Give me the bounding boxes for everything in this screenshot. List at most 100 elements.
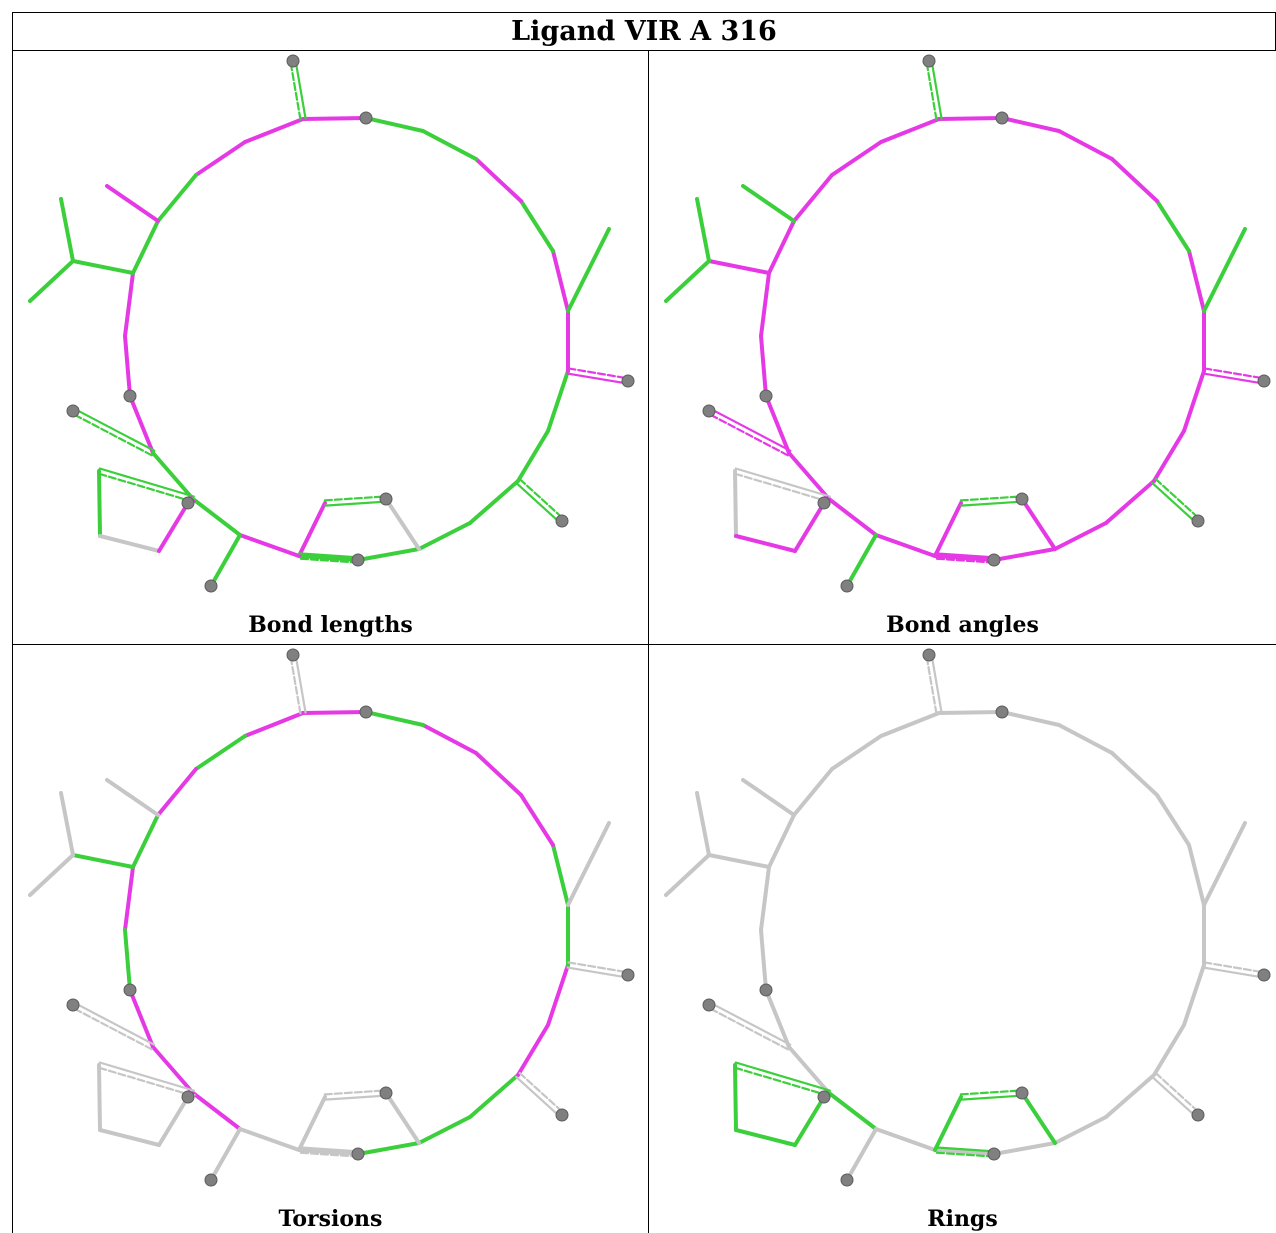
atom-sphere-b6 <box>621 968 635 982</box>
panel-bond-angles: Bond angles <box>649 51 1276 644</box>
atom-sphere-b1 <box>922 648 936 662</box>
atom-sphere-d2 <box>379 492 393 506</box>
atom-sphere-a7 <box>759 389 773 403</box>
bond-a11-a12 <box>933 554 996 562</box>
bond-a6-a7 <box>123 928 132 992</box>
bond-a18-a19 <box>1187 843 1206 907</box>
bond-c1-c2 <box>97 1063 102 1132</box>
bond-a2-a3 <box>194 734 247 771</box>
atom-sphere-b1 <box>922 54 936 68</box>
bond-c1-c2 <box>733 469 738 538</box>
bond-b3-b4 <box>695 791 711 857</box>
bond-a14-a15 <box>468 1073 520 1119</box>
bond-d3-d4 <box>297 552 360 564</box>
bond-a21-a22 <box>1057 723 1114 755</box>
bond-a10-a11 <box>874 533 937 558</box>
bond-lengths-caption: Bond lengths <box>248 612 413 638</box>
bond-b3-b4 <box>59 197 75 263</box>
title-row-divider <box>12 50 1276 51</box>
bond-a18-a19 <box>551 843 570 907</box>
bond-a1-a2 <box>879 117 941 144</box>
bond-a16-a17 <box>1182 963 1206 1027</box>
bond-a7-a8 <box>128 988 155 1049</box>
bond-a21-a22 <box>1057 129 1114 161</box>
bond-a8-a9 <box>787 451 831 501</box>
atom-sphere-b10 <box>702 404 716 418</box>
bond-angles-diagram <box>664 54 1271 593</box>
middle-row-divider <box>12 644 1276 645</box>
atom-sphere-b6 <box>1257 968 1271 982</box>
atom-sphere-d3 <box>987 553 1001 567</box>
bond-a23-a1 <box>301 710 368 715</box>
bond-a15-a16 <box>516 1023 550 1077</box>
bond-a3-a4 <box>156 767 198 817</box>
bond-c3-c4 <box>793 501 826 553</box>
bond-d2-a13 <box>384 497 421 551</box>
bond-a4-b2 <box>741 778 796 817</box>
atom-sphere-b10 <box>66 998 80 1012</box>
bond-a15-b8 <box>1151 477 1201 525</box>
bond-a8-b10 <box>70 407 156 457</box>
bond-a8-b10 <box>70 1001 156 1051</box>
bond-a12-a13 <box>992 1141 1057 1156</box>
bond-a14-a15 <box>1104 1073 1156 1119</box>
bond-a9-a10 <box>827 497 878 537</box>
bond-c2-c3 <box>734 534 797 553</box>
rings-caption: Rings <box>927 1206 998 1232</box>
bond-a20-a21 <box>1110 157 1159 203</box>
torsions-caption: Torsions <box>278 1206 383 1232</box>
bond-a22-a23 <box>364 710 425 727</box>
bond-a15-a16 <box>516 429 550 483</box>
bond-d2-a13 <box>1020 497 1057 551</box>
bond-a23-a1 <box>937 710 1004 715</box>
bond-a11-a12 <box>933 1148 996 1156</box>
bond-a18-b7 <box>1202 227 1247 313</box>
bond-a22-a23 <box>1000 116 1061 133</box>
bond-a1-b1 <box>925 59 943 121</box>
bond-a2-a3 <box>194 140 247 177</box>
atom-sphere-b9 <box>204 579 218 593</box>
bond-a11-d1 <box>933 1095 963 1152</box>
bond-a14-a15 <box>1104 479 1156 525</box>
atom-sphere-c4 <box>817 1090 831 1104</box>
bond-a19-a20 <box>519 199 555 253</box>
bond-a18-b7 <box>566 821 611 907</box>
atom-sphere-a7 <box>123 983 137 997</box>
bond-a2-a3 <box>830 734 883 771</box>
bond-d1-d2 <box>959 495 1024 507</box>
bond-b3-b5 <box>664 853 711 897</box>
column-divider <box>648 50 649 1233</box>
bond-a21-a22 <box>421 723 478 755</box>
bond-c2-c3 <box>98 534 161 553</box>
bond-a4-a5 <box>131 219 160 275</box>
bond-a8-a9 <box>151 1045 195 1095</box>
bond-a8-b10 <box>706 407 792 457</box>
bond-a17-b6 <box>1202 367 1266 385</box>
bond-c3-c4 <box>157 501 190 553</box>
bond-a4-a5 <box>767 813 796 869</box>
bond-a20-a21 <box>474 751 523 797</box>
bond-a5-a6 <box>759 271 771 338</box>
table-left-border <box>12 12 13 1233</box>
bond-a10-b9 <box>845 1127 878 1182</box>
bond-a20-a21 <box>1110 751 1159 797</box>
bond-a1-a2 <box>243 711 305 738</box>
bond-a17-b6 <box>1202 961 1266 979</box>
bond-a11-d1 <box>297 1095 327 1152</box>
bond-c1-c2 <box>97 469 102 538</box>
bond-a17-b6 <box>566 961 630 979</box>
bond-c1-c2 <box>733 1063 738 1132</box>
panel-bond-lengths: Bond lengths <box>13 51 648 644</box>
bond-a13-a14 <box>417 1115 472 1145</box>
atom-sphere-d2 <box>1015 1086 1029 1100</box>
bond-c3-c4 <box>793 1095 826 1147</box>
bond-b3-b4 <box>695 197 711 263</box>
bond-a7-a8 <box>764 988 791 1049</box>
bond-a16-a17 <box>1182 369 1206 433</box>
bond-a4-b2 <box>105 778 160 817</box>
bond-a10-a11 <box>238 1127 301 1152</box>
bond-a1-b1 <box>289 59 307 121</box>
bond-a11-d1 <box>933 501 963 558</box>
bond-a15-a16 <box>1152 429 1186 483</box>
bond-a9-a10 <box>827 1091 878 1131</box>
